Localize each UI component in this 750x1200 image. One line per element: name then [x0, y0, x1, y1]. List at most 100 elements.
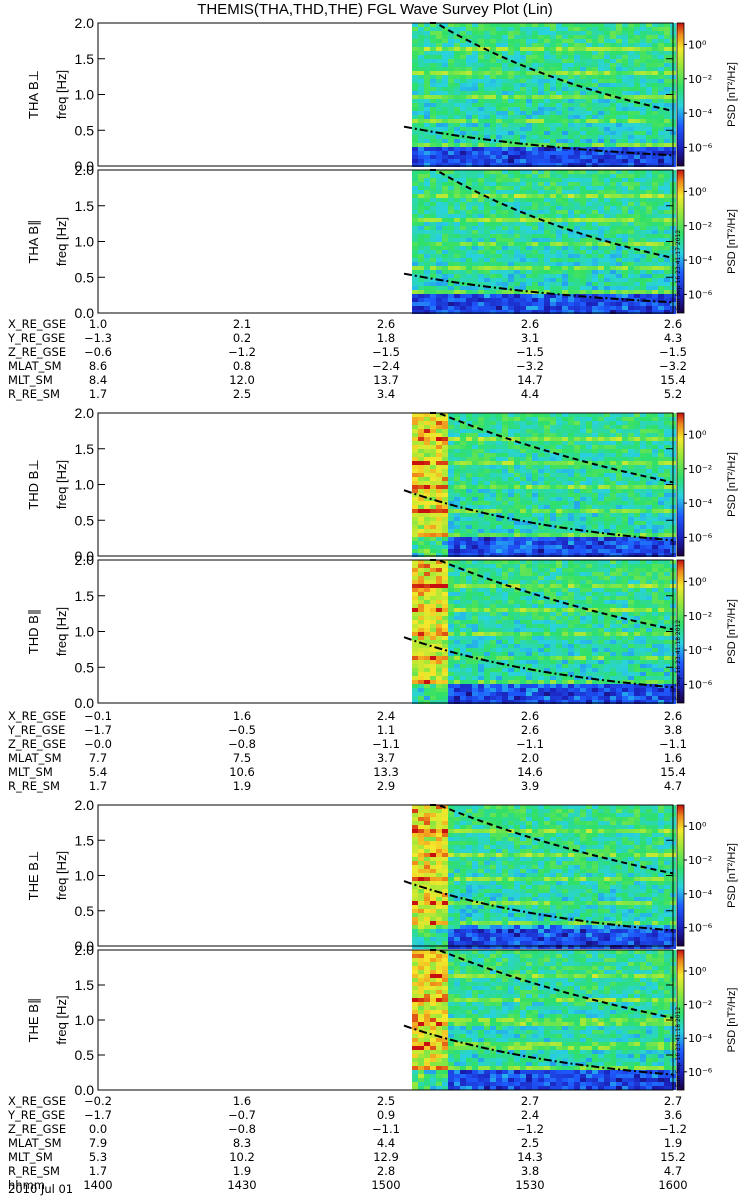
heatmap-cell [424, 147, 430, 151]
heatmap-cell [448, 159, 454, 163]
heatmap-cell [580, 59, 586, 63]
heatmap-cell [550, 449, 556, 453]
heatmap-cell [550, 91, 556, 95]
heatmap-cell [424, 47, 430, 51]
heatmap-cell [574, 87, 580, 91]
heatmap-cell [628, 497, 634, 501]
heatmap-cell [514, 63, 520, 67]
heatmap-cell [550, 429, 556, 433]
heatmap-cell [568, 103, 574, 107]
heatmap-cell [442, 155, 448, 159]
heatmap-cell [616, 87, 622, 91]
heatmap-cell [436, 135, 442, 139]
heatmap-cell [514, 266, 520, 270]
heatmap-cell [652, 43, 658, 47]
heatmap-cell [478, 553, 484, 557]
heatmap-cell [634, 302, 640, 306]
heatmap-cell [646, 47, 652, 51]
heatmap-cell [652, 210, 658, 214]
heatmap-cell [544, 254, 550, 258]
heatmap-cell [442, 238, 448, 242]
heatmap-cell [568, 87, 574, 91]
heatmap-cell [472, 449, 478, 453]
heatmap-cell [556, 453, 562, 457]
heatmap-cell [520, 147, 526, 151]
heatmap-cell [550, 278, 556, 282]
heatmap-cell [556, 525, 562, 529]
heatmap-cell [586, 178, 592, 182]
heatmap-cell [508, 250, 514, 254]
heatmap-cell [556, 254, 562, 258]
heatmap-cell [436, 481, 442, 485]
heatmap-cell [412, 608, 418, 612]
heatmap-cell [640, 71, 646, 75]
heatmap-cell [520, 115, 526, 119]
heatmap-cell [586, 266, 592, 270]
heatmap-cell [532, 298, 538, 302]
heatmap-cell [490, 234, 496, 238]
heatmap-cell [430, 664, 436, 668]
heatmap-cell [418, 111, 424, 115]
heatmap-cell [592, 107, 598, 111]
heatmap-cell [658, 437, 664, 441]
heatmap-cell [640, 143, 646, 147]
heatmap-cell [424, 696, 430, 700]
heatmap-cell [556, 421, 562, 425]
heatmap-cell [586, 206, 592, 210]
heatmap-cell [658, 529, 664, 533]
heatmap-cell [496, 226, 502, 230]
heatmap-cell [580, 71, 586, 75]
heatmap-cell [610, 302, 616, 306]
heatmap-cell [592, 159, 598, 163]
heatmap-cell [412, 612, 418, 616]
heatmap-cell [604, 429, 610, 433]
heatmap-cell [580, 413, 586, 417]
heatmap-cell [580, 155, 586, 159]
heatmap-cell [652, 47, 658, 51]
heatmap-cell [508, 198, 514, 202]
heatmap-cell [556, 35, 562, 39]
heatmap-cell [508, 545, 514, 549]
heatmap-cell [412, 449, 418, 453]
heatmap-cell [598, 433, 604, 437]
heatmap-cell [652, 230, 658, 234]
heatmap-cell [610, 481, 616, 485]
heatmap-cell [598, 115, 604, 119]
heatmap-cell [484, 274, 490, 278]
heatmap-cell [568, 39, 574, 43]
heatmap-cell [586, 71, 592, 75]
heatmap-cell [592, 170, 598, 174]
heatmap-cell [640, 127, 646, 131]
heatmap-cell [514, 417, 520, 421]
heatmap-cell [508, 139, 514, 143]
heatmap-cell [442, 190, 448, 194]
heatmap-cell [526, 302, 532, 306]
heatmap-cell [418, 226, 424, 230]
heatmap-cell [412, 445, 418, 449]
heatmap-cell [418, 91, 424, 95]
heatmap-cell [544, 63, 550, 67]
heatmap-cell [550, 553, 556, 557]
heatmap-cell [430, 218, 436, 222]
heatmap-cell [580, 537, 586, 541]
heatmap-cell [424, 246, 430, 250]
heatmap-cell [430, 63, 436, 67]
heatmap-cell [538, 310, 544, 314]
heatmap-cell [484, 449, 490, 453]
heatmap-cell [544, 294, 550, 298]
heatmap-cell [436, 222, 442, 226]
model-curve-dashed [430, 169, 674, 259]
heatmap-cell [532, 525, 538, 529]
heatmap-cell [532, 174, 538, 178]
heatmap-cell [622, 131, 628, 135]
heatmap-cell [466, 441, 472, 445]
heatmap-cell [652, 107, 658, 111]
heatmap-cell [556, 186, 562, 190]
heatmap-cell [442, 47, 448, 51]
heatmap-cell [550, 453, 556, 457]
heatmap-cell [622, 170, 628, 174]
heatmap-cell [532, 278, 538, 282]
heatmap-cell [490, 445, 496, 449]
heatmap-cell [646, 190, 652, 194]
heatmap-cell [610, 537, 616, 541]
